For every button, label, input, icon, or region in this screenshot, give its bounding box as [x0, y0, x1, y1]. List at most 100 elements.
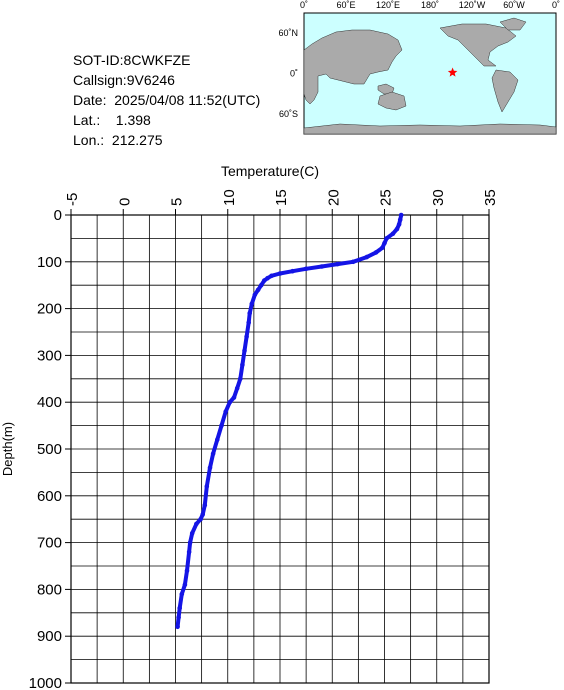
profile-point [179, 591, 185, 597]
map-lon-label: 60˚E [336, 0, 355, 10]
map-lon-label: 0˚ [300, 0, 308, 10]
profile-point [255, 287, 261, 293]
profile-point [182, 582, 188, 587]
profile-point [384, 236, 389, 241]
y-tick-label: 500 [37, 441, 62, 458]
profile-point [246, 320, 251, 325]
map-land-greenland [499, 17, 527, 31]
profile-point [187, 540, 193, 545]
x-tick-label: 30 [430, 189, 447, 206]
profile-point [373, 250, 379, 255]
y-tick-label: 1000 [29, 675, 62, 690]
y-tick-label: 300 [37, 347, 62, 364]
profile-point [390, 231, 396, 236]
sot-id-text: SOT-ID:8CWKFZE [73, 52, 191, 68]
map-lat-label: 60˚S [279, 109, 298, 119]
profile-point [249, 301, 255, 307]
map-land-australia [377, 91, 407, 111]
profile-point [177, 605, 182, 611]
profile-point [194, 521, 199, 527]
profile-point [262, 278, 267, 283]
profile-point [223, 409, 228, 414]
profile-point [269, 273, 274, 279]
latitude-text: Lat.: 1.398 [73, 112, 151, 128]
profile-point [244, 334, 249, 340]
profile-point [252, 292, 258, 297]
profile-point [350, 259, 356, 265]
profile-point [396, 222, 402, 227]
profile-point [397, 217, 403, 222]
y-axis-label: Depth(m) [0, 422, 15, 476]
profile-point [202, 502, 208, 508]
profile-point [319, 264, 325, 269]
location-marker-star [447, 67, 458, 77]
profile-point [242, 348, 247, 354]
map-lon-label: 0˚ [552, 0, 560, 10]
map-lon-label: 120˚E [376, 0, 400, 10]
map-lon-label: 60˚W [503, 0, 525, 10]
y-tick-label: 800 [37, 581, 62, 598]
profile-point [207, 465, 213, 471]
longitude-text: Lon.: 212.275 [73, 132, 163, 148]
y-tick-label: 900 [37, 628, 62, 645]
profile-point [364, 254, 370, 260]
profile-point [184, 568, 190, 573]
profile-point [186, 549, 192, 555]
profile-point [394, 226, 400, 232]
profile-point [258, 282, 264, 288]
profile-point [215, 437, 220, 442]
x-tick-label: 35 [482, 189, 499, 206]
chart-grid [70, 214, 490, 684]
profile-point [200, 512, 205, 517]
x-axis-label: Temperature(C) [221, 163, 319, 179]
profile-point [382, 240, 387, 246]
profile-point [335, 261, 340, 267]
map-land-south-america [491, 69, 519, 113]
map-land-eurasia-africa [303, 29, 403, 105]
map-continents [303, 17, 557, 135]
callsign-text: Callsign:9V6246 [73, 72, 175, 88]
profile-point [234, 385, 240, 391]
map-lon-label: 120˚W [459, 0, 486, 10]
profile-point [380, 245, 385, 251]
x-tick-label: -5 [64, 193, 81, 206]
sot-info-block: SOT-ID:8CWKFZE Callsign:9V6246 Date: 202… [73, 50, 260, 150]
profile-point [240, 362, 245, 368]
profile-point [290, 268, 295, 274]
map-lat-label: 60˚N [278, 28, 298, 38]
x-axis-ticks: -5 0 5 10 15 20 25 30 35 [64, 189, 499, 215]
profile-point [189, 530, 195, 536]
profile-point [204, 484, 210, 489]
x-tick-label: 25 [378, 189, 395, 206]
x-tick-label: 5 [169, 198, 186, 206]
y-tick-label: 0 [54, 207, 62, 224]
profile-point [231, 395, 237, 400]
map-lon-label: 180˚ [421, 0, 439, 10]
profile-point [176, 615, 181, 620]
y-axis-ticks: 0 100 200 300 400 500 600 700 800 900 1000 [29, 207, 71, 690]
y-tick-label: 600 [37, 488, 62, 505]
profile-point [227, 399, 233, 405]
profile-point [277, 271, 283, 276]
date-text: Date: 2025/04/08 11:52(UTC) [73, 92, 261, 108]
x-tick-label: 15 [273, 189, 290, 206]
map-land-north-america [439, 23, 517, 67]
x-tick-label: 20 [325, 189, 342, 206]
profile-point [219, 423, 224, 428]
profile-point [265, 275, 270, 281]
y-tick-label: 400 [37, 394, 62, 411]
profile-point [303, 266, 309, 272]
x-tick-label: 10 [221, 189, 238, 206]
y-tick-label: 100 [37, 254, 62, 271]
profile-point [238, 376, 243, 382]
profile-point [398, 212, 404, 218]
profile-point [198, 516, 203, 522]
y-tick-label: 700 [37, 535, 62, 552]
profile-point [175, 624, 180, 630]
map-lat-label: 0˚ [290, 69, 298, 79]
profile-point [210, 451, 216, 457]
profile-point [247, 311, 252, 316]
map-land-antarctica [303, 123, 557, 135]
y-tick-label: 200 [37, 301, 62, 318]
